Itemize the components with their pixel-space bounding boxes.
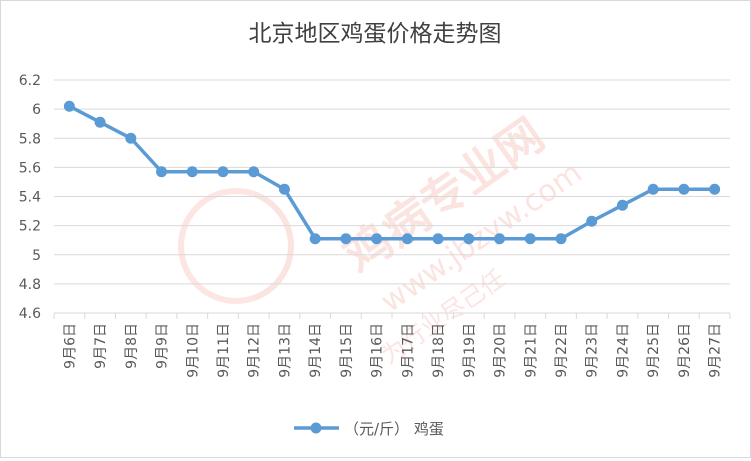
series-group (63, 100, 721, 245)
data-point (125, 132, 137, 144)
legend-label: （元/斤） 鸡蛋 (344, 420, 444, 438)
x-axis: 9月6日 9月7日 9月8日 9月9日 9月10日 9月11日 9月12日 9月13日 9月14… (53, 313, 731, 378)
data-point (371, 233, 383, 245)
y-tick-label: 5.8 (19, 131, 41, 147)
x-tick-label: 9月8日 (124, 323, 140, 369)
watermark-logo (178, 188, 294, 304)
x-tick-label: 9月14日 (308, 323, 324, 378)
data-point (647, 183, 659, 195)
x-tick-label: 9月9日 (155, 323, 171, 369)
chart-title: 北京地区鸡蛋价格走势图 (249, 21, 502, 47)
data-point (678, 183, 690, 195)
x-tick-label: 9月10日 (185, 323, 201, 378)
y-tick-label: 5.2 (19, 219, 41, 235)
x-tick-label: 9月16日 (370, 323, 386, 378)
y-tick-label: 6 (32, 102, 41, 118)
series-line (68, 104, 715, 241)
grid (54, 79, 730, 314)
y-tick-label: 5.4 (19, 190, 41, 206)
data-point (248, 166, 260, 178)
data-point (278, 183, 290, 195)
data-point (186, 166, 198, 178)
x-tick-label: 9月25日 (646, 323, 662, 378)
x-tick-label: 9月22日 (554, 323, 570, 378)
data-point (586, 215, 598, 227)
legend: （元/斤） 鸡蛋 (294, 420, 444, 438)
y-axis: 4.6 4.8 5 5.2 5.4 5.6 5.8 6 6.2 (19, 73, 41, 322)
x-tick-label: 9月11日 (216, 323, 232, 378)
x-tick-label: 9月19日 (462, 323, 478, 378)
x-tick-label: 9月27日 (708, 323, 724, 378)
x-tick-label: 9月13日 (277, 323, 293, 378)
y-tick-label: 6.2 (19, 73, 41, 89)
data-point (432, 233, 444, 245)
x-tick-label: 9月7日 (93, 323, 109, 369)
legend-marker (310, 422, 322, 434)
x-tick-label: 9月18日 (431, 323, 447, 378)
data-point (94, 116, 106, 128)
x-tick-label: 9月6日 (62, 323, 78, 369)
x-tick-label: 9月24日 (615, 323, 631, 378)
data-point (340, 233, 352, 245)
data-point (309, 233, 321, 245)
x-tick-label: 9月15日 (339, 323, 355, 378)
data-point (63, 100, 75, 112)
y-tick-label: 4.6 (19, 306, 41, 322)
y-tick-label: 5 (32, 248, 41, 264)
data-point (616, 199, 628, 211)
data-point (709, 183, 721, 195)
data-point (494, 233, 506, 245)
x-tick-label: 9月26日 (677, 323, 693, 378)
x-tick-label: 9月12日 (247, 323, 263, 378)
data-point (555, 233, 567, 245)
data-point (156, 166, 168, 178)
data-point (217, 166, 229, 178)
y-tick-label: 4.8 (19, 277, 41, 293)
x-tick-label: 9月21日 (523, 323, 539, 378)
data-point (463, 233, 475, 245)
x-tick-label: 9月20日 (493, 323, 509, 378)
data-point (524, 233, 536, 245)
y-tick-label: 5.6 (19, 160, 41, 176)
x-tick-label: 9月17日 (400, 323, 416, 378)
x-tick-label: 9月23日 (585, 323, 601, 378)
data-point (401, 233, 413, 245)
